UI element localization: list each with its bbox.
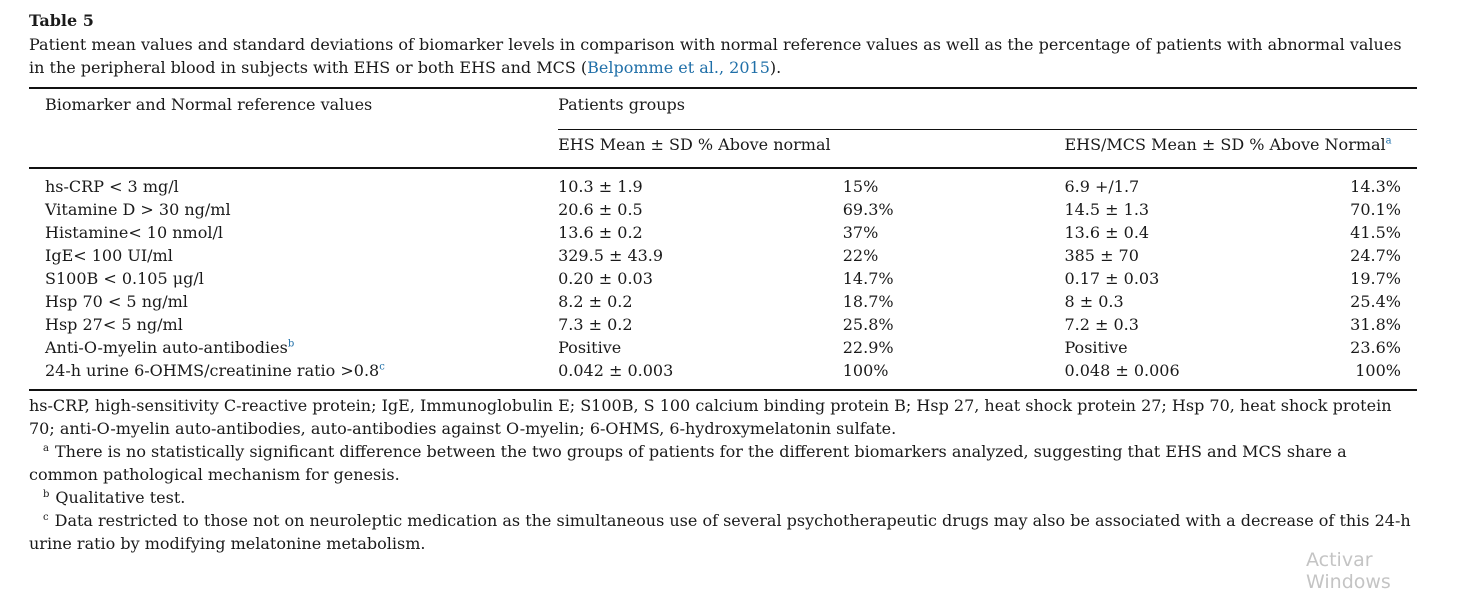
ehs-mean-cell: 20.6 ± 0.5 — [558, 200, 643, 219]
ehs-mean-cell: 13.6 ± 0.2 — [558, 223, 643, 242]
ehsmcs-mean-cell: 6.9 +/1.7 — [1064, 177, 1140, 196]
table-label: Table 5 — [29, 11, 94, 30]
ehsmcs-mean-cell: Positive — [1064, 338, 1128, 357]
ehs-mean-cell: 10.3 ± 1.9 — [558, 177, 643, 196]
header-ehs: EHS Mean ± SD % Above normal — [558, 129, 1065, 169]
ehs-percent-cell: 100% — [842, 361, 889, 380]
table-body: hs-CRP < 3 mg/l 10.3 ± 1.9 15% 6.9 +/1.7 14.… — [29, 168, 1417, 390]
ehsmcs-percent-cell: 19.7% — [1350, 269, 1401, 288]
footnote-mark: b — [43, 488, 50, 500]
ehs-mean-cell: 0.20 ± 0.03 — [558, 269, 653, 288]
footnote-c: c Data restricted to those not on neurole… — [29, 509, 1417, 555]
header-row-subgroups: EHS Mean ± SD % Above normal EHS/MCS Mea… — [29, 129, 1417, 169]
footnote-ref-b[interactable]: b — [287, 338, 295, 350]
table-row: Anti-O-myelin auto-antibodiesb Positive 22… — [29, 336, 1417, 359]
ehsmcs-percent-cell: 14.3% — [1350, 177, 1401, 196]
ehsmcs-mean-cell: 0.048 ± 0.006 — [1064, 361, 1180, 380]
footnote-text: Qualitative test. — [55, 488, 186, 507]
ehs-mean-cell: 329.5 ± 43.9 — [558, 246, 664, 265]
caption-citation-link[interactable]: Belpomme et al., 2015 — [587, 58, 770, 77]
ehs-percent-cell: 22% — [842, 246, 879, 265]
ehs-percent-cell: 22.9% — [842, 338, 894, 357]
table-row: 24-h urine 6-OHMS/creatinine ratio >0.8c… — [29, 359, 1417, 390]
header-ehs-mcs: EHS/MCS Mean ± SD % Above Normala — [1064, 129, 1417, 169]
biomarker-cell: Hsp 70 < 5 ng/ml — [45, 292, 188, 311]
footnote-b: b Qualitative test. — [29, 486, 1417, 509]
ehs-mean-cell: 7.3 ± 0.2 — [558, 315, 633, 334]
caption-text: Patient mean values and standard deviati… — [29, 35, 1402, 77]
footnote-text: There is no statistically significant di… — [29, 442, 1347, 484]
ehs-percent-cell: 37% — [842, 223, 879, 242]
ehsmcs-mean-cell: 13.6 ± 0.4 — [1064, 223, 1150, 242]
footnote-ref-a[interactable]: a — [1385, 135, 1392, 147]
ehsmcs-mean-cell: 8 ± 0.3 — [1064, 292, 1124, 311]
table-row: S100B < 0.105 μg/l 0.20 ± 0.03 14.7% 0.17 ±… — [29, 267, 1417, 290]
table-row: Hsp 70 < 5 ng/ml 8.2 ± 0.2 18.7% 8 ± 0.3 25.… — [29, 290, 1417, 313]
biomarker-cell: IgE< 100 UI/ml — [45, 246, 173, 265]
footnote-ref-c[interactable]: c — [379, 361, 385, 373]
ehs-percent-cell: 15% — [842, 177, 879, 196]
table-caption: Patient mean values and standard deviati… — [29, 33, 1417, 79]
ehs-percent-cell: 25.8% — [842, 315, 894, 334]
biomarker-cell: Hsp 27< 5 ng/ml — [45, 315, 183, 334]
header-patients-groups: Patients groups — [558, 95, 685, 114]
ehsmcs-percent-cell: 70.1% — [1350, 200, 1401, 219]
abbreviations: hs-CRP, high-sensitivity C-reactive prot… — [29, 396, 1392, 438]
ehs-percent-cell: 14.7% — [842, 269, 894, 288]
header-row-group: Biomarker and Normal reference values Pa… — [29, 88, 1417, 130]
table-row: Histamine< 10 nmol/l 13.6 ± 0.2 37% 13.6 ± … — [29, 221, 1417, 244]
footnote-text: Data restricted to those not on neurolep… — [29, 511, 1411, 553]
ehsmcs-mean-cell: 14.5 ± 1.3 — [1064, 200, 1150, 219]
ehsmcs-percent-cell: 24.7% — [1350, 246, 1401, 265]
biomarker-table: Biomarker and Normal reference values Pa… — [29, 87, 1417, 391]
ehsmcs-mean-cell: 385 ± 70 — [1064, 246, 1139, 265]
ehsmcs-mean-cell: 7.2 ± 0.3 — [1064, 315, 1139, 334]
footnote-mark: c — [43, 511, 49, 523]
footnotes: a There is no statistically significant d… — [29, 440, 1417, 555]
table-notes: hs-CRP, high-sensitivity C-reactive prot… — [29, 394, 1417, 555]
footnote-a: a There is no statistically significant d… — [29, 440, 1417, 486]
biomarker-cell: hs-CRP < 3 mg/l — [45, 177, 179, 196]
biomarker-cell: Vitamine D > 30 ng/ml — [45, 200, 231, 219]
windows-activation-watermark: Activar Windows — [1306, 549, 1391, 593]
ehsmcs-percent-cell: 23.6% — [1350, 338, 1401, 357]
ehs-percent-cell: 69.3% — [842, 200, 894, 219]
biomarker-cell: 24-h urine 6-OHMS/creatinine ratio >0.8c — [45, 361, 385, 380]
ehs-mean-cell: 8.2 ± 0.2 — [558, 292, 633, 311]
biomarker-cell: Histamine< 10 nmol/l — [45, 223, 223, 242]
table-row: hs-CRP < 3 mg/l 10.3 ± 1.9 15% 6.9 +/1.7 14.… — [29, 168, 1417, 198]
ehs-mean-cell: Positive — [558, 338, 622, 357]
ehsmcs-mean-cell: 0.17 ± 0.03 — [1064, 269, 1160, 288]
ehsmcs-percent-cell: 41.5% — [1350, 223, 1401, 242]
footnote-mark: a — [43, 442, 49, 454]
ehs-percent-cell: 18.7% — [842, 292, 894, 311]
table-figure: Table 5 Patient mean values and standard… — [29, 10, 1417, 555]
table-row: Hsp 27< 5 ng/ml 7.3 ± 0.2 25.8% 7.2 ± 0.3 31… — [29, 313, 1417, 336]
biomarker-cell: S100B < 0.105 μg/l — [45, 269, 204, 288]
ehs-mean-cell: 0.042 ± 0.003 — [558, 361, 674, 380]
header-biomarker: Biomarker and Normal reference values — [45, 95, 373, 114]
ehsmcs-percent-cell: 31.8% — [1350, 315, 1401, 334]
biomarker-cell: Anti-O-myelin auto-antibodiesb — [45, 338, 295, 357]
ehsmcs-percent-cell: 25.4% — [1350, 292, 1401, 311]
ehsmcs-percent-cell: 100% — [1355, 361, 1401, 380]
caption-end: ). — [769, 58, 782, 77]
table-row: Vitamine D > 30 ng/ml 20.6 ± 0.5 69.3% 14.5… — [29, 198, 1417, 221]
table-row: IgE< 100 UI/ml 329.5 ± 43.9 22% 385 ± 70 24.… — [29, 244, 1417, 267]
